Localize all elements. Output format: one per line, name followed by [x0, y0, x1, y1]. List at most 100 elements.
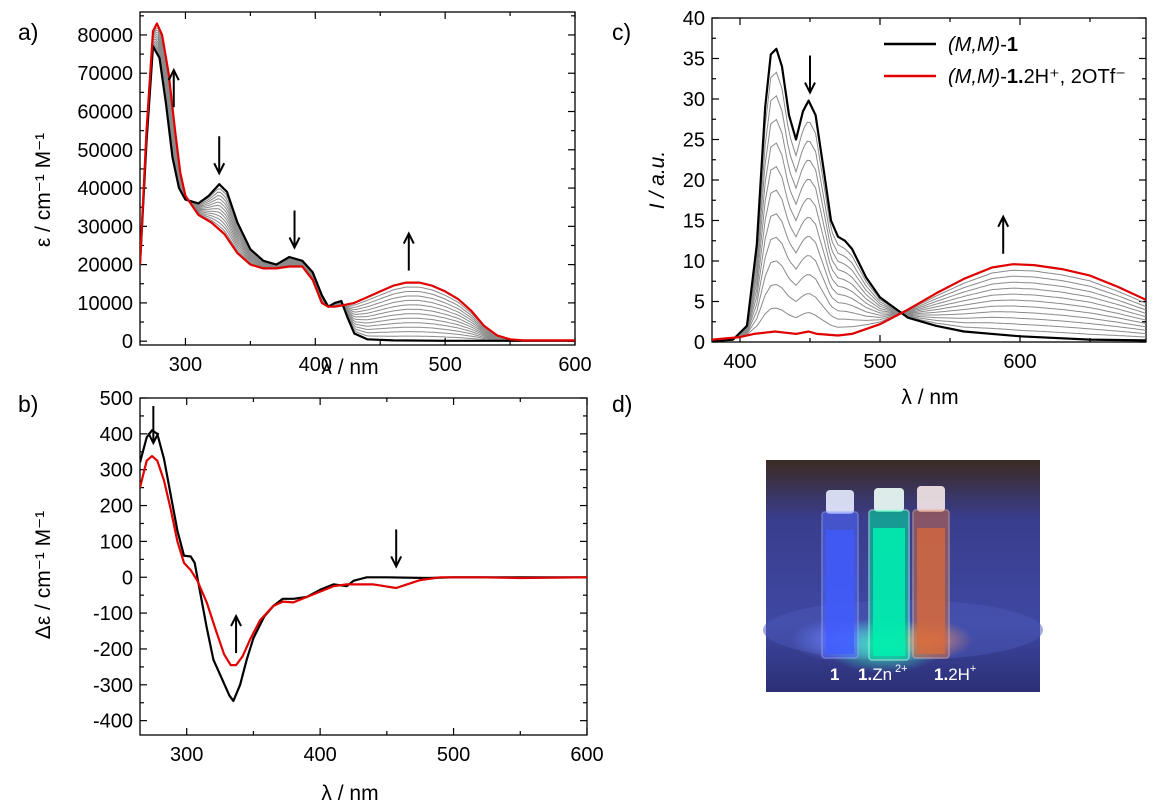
arrow-head-down — [213, 162, 226, 176]
intermediate-series-line — [140, 31, 574, 341]
end-series-line — [140, 455, 587, 667]
intermediate-series-line — [140, 35, 574, 342]
y-axis-label: Δε / cm⁻¹ M⁻¹ — [32, 511, 55, 639]
intermediate-series-line — [140, 43, 574, 342]
panel-label-a: a) — [18, 19, 38, 45]
y-tick-label: 0 — [122, 331, 133, 353]
x-tick-label: 600 — [570, 744, 603, 766]
y-tick-label: 10 — [683, 251, 705, 273]
plot-frame — [139, 397, 588, 736]
y-tick-label: 200 — [100, 496, 133, 518]
vial-2 — [868, 488, 910, 661]
y-tick-label: 80000 — [77, 25, 133, 47]
arrow-head-up — [167, 67, 180, 81]
y-tick-label: 500 — [100, 388, 133, 410]
x-tick-label: 400 — [299, 354, 332, 376]
intermediate-series-line — [140, 37, 574, 342]
vial-label-2: 1.Zn 2+ — [858, 663, 908, 684]
y-tick-label: 5 — [694, 292, 705, 314]
intermediate-series-line — [712, 118, 1146, 342]
vial-label-3: 1.2H+ — [934, 663, 976, 684]
intermediate-series-line — [140, 29, 574, 341]
vial-label-1: 1 — [830, 665, 839, 684]
y-tick-label: 15 — [683, 211, 705, 233]
arrow-head-up — [230, 613, 242, 627]
y-tick-label: -200 — [93, 639, 133, 661]
y-tick-label: 25 — [683, 130, 705, 152]
y-axis-label: I / a.u. — [646, 151, 669, 209]
y-tick-label: 70000 — [77, 63, 133, 85]
chart-absorption: ε / cm⁻¹ M⁻¹ λ / nm 300 400 500 600 0 10000 20… — [32, 11, 592, 379]
photo-vials: 1 1.Zn 2+ 1.2H+ — [763, 460, 1043, 692]
y-tick-label: 30 — [683, 89, 705, 111]
x-axis-label: λ / nm — [321, 356, 378, 379]
y-tick-label: 0 — [122, 567, 133, 589]
intermediate-series-line — [140, 41, 574, 342]
y-tick-label: -400 — [93, 711, 133, 733]
intermediate-series-line — [712, 275, 1146, 341]
legend-entry: (M,M)-1.2H⁺, 2OTf⁻ — [948, 66, 1126, 88]
intermediate-series-line — [712, 71, 1146, 342]
start-series-line — [140, 429, 587, 703]
panel-label-b: b) — [18, 391, 38, 417]
y-tick-label: 60000 — [77, 102, 133, 124]
chart-cd: Δε / cm⁻¹ M⁻¹ λ / nm 300 400 500 600 -400 -30… — [32, 388, 604, 805]
arrow-head-up — [997, 214, 1010, 228]
legend: (M,M)-1 (M,M)-1.2H⁺, 2OTf⁻ — [884, 34, 1126, 88]
end-series-line — [140, 22, 575, 342]
arrow-head-down — [804, 82, 816, 95]
intermediate-series-line — [140, 33, 574, 341]
x-tick-label: 600 — [558, 354, 591, 376]
chart-emission: I / a.u. λ / nm (M,M)-1 (M,M)-1.2H⁺, 2OTf… — [646, 8, 1147, 409]
x-tick-label: 300 — [169, 354, 202, 376]
y-tick-label: 0 — [694, 332, 705, 354]
x-tick-label: 500 — [437, 744, 470, 766]
y-tick-label: 400 — [100, 424, 133, 446]
intermediate-series-line — [712, 213, 1146, 341]
x-tick-label: 400 — [723, 351, 756, 373]
x-tick-label: 300 — [170, 744, 203, 766]
intermediate-series-line — [140, 38, 574, 342]
intermediate-series-line — [140, 27, 574, 341]
intermediate-series-line — [712, 95, 1146, 342]
x-tick-label: 500 — [863, 351, 896, 373]
vial-3 — [912, 486, 950, 659]
intermediate-series-line — [140, 39, 574, 342]
panel-label-d: d) — [612, 391, 632, 417]
intermediate-series-line — [712, 165, 1146, 341]
y-tick-label: -100 — [93, 603, 133, 625]
y-tick-label: 35 — [683, 49, 705, 71]
arrow-head-down — [147, 432, 160, 446]
plot-frame — [139, 11, 576, 346]
end-series-line — [712, 263, 1146, 341]
vial-1 — [821, 490, 859, 659]
x-tick-label: 600 — [1003, 351, 1036, 373]
intermediate-series-line — [712, 269, 1146, 341]
y-tick-label: 10000 — [77, 293, 133, 315]
x-axis-label: λ / nm — [321, 782, 378, 805]
intermediate-series-line — [712, 260, 1146, 341]
y-tick-label: -300 — [93, 675, 133, 697]
intermediate-series-line — [712, 189, 1146, 341]
y-tick-label: 40 — [683, 8, 705, 30]
intermediate-series-line — [712, 142, 1146, 342]
intermediate-series-line — [140, 42, 574, 342]
y-tick-label: 100 — [100, 531, 133, 553]
y-tick-label: 50000 — [77, 140, 133, 162]
arrow-head-down — [288, 237, 301, 250]
intermediate-series-line — [140, 40, 574, 342]
arrow-head-down — [390, 555, 403, 569]
y-tick-label: 20 — [683, 170, 705, 192]
start-series-line — [712, 47, 1146, 342]
x-tick-label: 400 — [303, 744, 336, 766]
y-tick-label: 300 — [100, 460, 133, 482]
y-tick-label: 20000 — [77, 255, 133, 277]
y-tick-label: 30000 — [77, 216, 133, 238]
panel-label-c: c) — [612, 19, 631, 45]
x-axis-label: λ / nm — [901, 386, 958, 409]
arrow-head-up — [402, 231, 415, 245]
y-tick-label: 40000 — [77, 178, 133, 200]
legend-entry: (M,M)-1 — [948, 34, 1018, 56]
start-series-line — [140, 45, 575, 342]
